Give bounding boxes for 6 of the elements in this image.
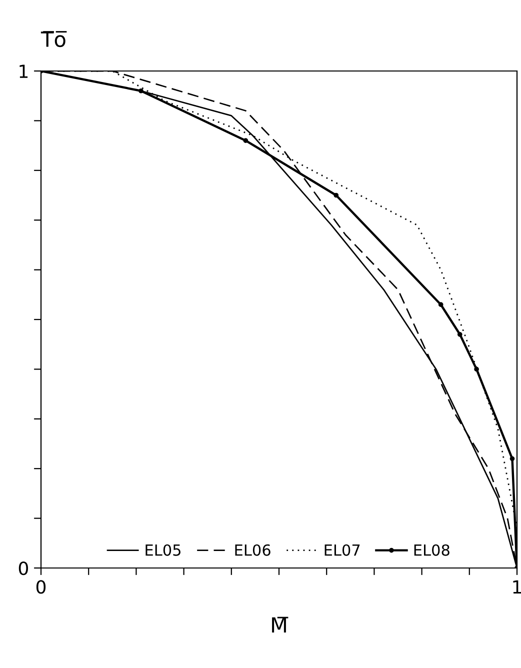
x-axis-title: M̅ <box>272 616 288 633</box>
legend-label: EL07 <box>324 544 360 556</box>
legend-label: EL05 <box>146 544 180 556</box>
legend-label: EL06 <box>235 544 270 556</box>
y-axis-title: T̅o̅ <box>40 31 67 48</box>
legend-label: EL08 <box>414 544 450 556</box>
